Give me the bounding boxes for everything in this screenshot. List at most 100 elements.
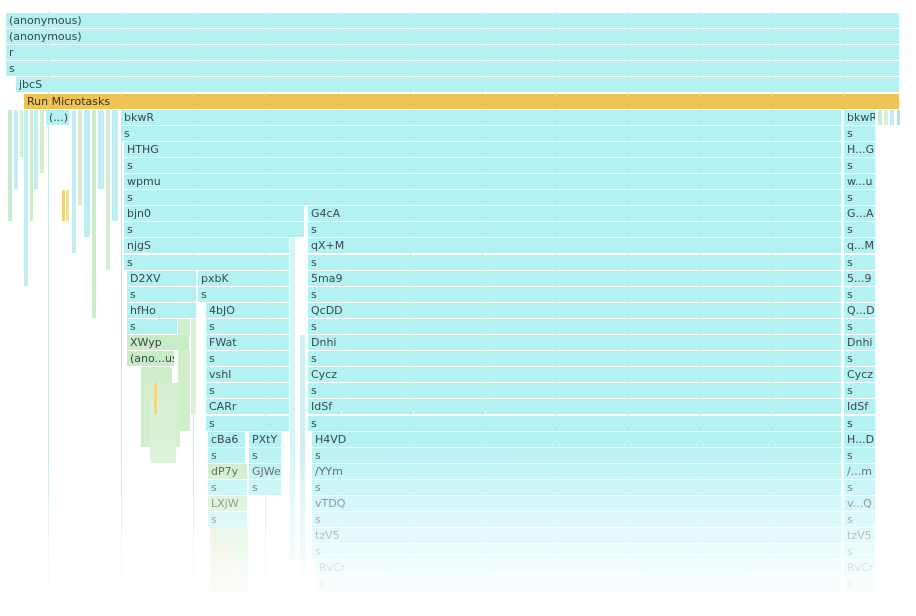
flame-frame[interactable]: s [844, 383, 876, 399]
call-sliver[interactable] [40, 109, 44, 173]
flame-frame[interactable]: qX+M [308, 238, 842, 254]
flame-frame[interactable]: Q...D [844, 302, 876, 318]
flame-frame[interactable]: s [312, 512, 842, 528]
flame-frame[interactable]: RvCr [316, 560, 842, 576]
call-sliver[interactable] [78, 109, 82, 206]
flame-frame[interactable]: bkwR [844, 109, 876, 125]
call-sliver[interactable] [8, 109, 12, 222]
flame-frame[interactable]: s [127, 286, 197, 302]
flame-frame[interactable]: IdSf [308, 399, 842, 415]
flame-frame[interactable]: s [6, 61, 900, 77]
flame-frame[interactable]: 5ma9 [308, 270, 842, 286]
call-sliver[interactable] [290, 238, 295, 560]
flame-frame[interactable]: s [249, 479, 282, 495]
flame-frame[interactable]: (...) [46, 109, 70, 125]
call-sliver[interactable] [98, 109, 104, 190]
call-sliver[interactable] [84, 109, 90, 238]
flame-frame[interactable]: FWat [206, 335, 290, 350]
flame-frame[interactable]: 4bJO [206, 302, 290, 318]
call-sliver[interactable] [14, 109, 18, 190]
flame-frame[interactable]: GJWe [249, 463, 282, 479]
flame-frame[interactable]: s [844, 415, 876, 431]
flame-frame[interactable]: s [127, 318, 178, 334]
flame-frame[interactable]: HTHG [124, 141, 842, 157]
flame-frame[interactable]: G4cA [308, 206, 842, 222]
flame-frame[interactable]: s [206, 383, 290, 399]
flame-frame[interactable]: s [121, 125, 842, 141]
flame-frame[interactable]: s [208, 447, 246, 463]
flame-frame[interactable]: pxbK [198, 270, 290, 286]
flame-frame[interactable]: s [844, 157, 876, 173]
flame-frame[interactable]: s [206, 415, 290, 431]
flame-frame[interactable]: s [308, 351, 842, 367]
flame-frame[interactable]: v...Q [844, 496, 876, 511]
call-sliver[interactable] [232, 560, 236, 592]
flame-frame[interactable]: 5...9 [844, 270, 876, 286]
flame-frame[interactable]: s [844, 447, 876, 463]
flame-frame[interactable]: s [844, 222, 876, 238]
flame-frame[interactable]: G...A [844, 206, 876, 222]
flame-frame[interactable]: bkwR [121, 109, 842, 125]
flame-frame[interactable]: s [124, 157, 842, 173]
flame-frame[interactable]: bjn0 [124, 206, 305, 222]
call-sliver[interactable] [62, 190, 65, 222]
flame-frame[interactable]: s [308, 415, 842, 431]
flame-frame[interactable]: s [249, 447, 282, 463]
flame-frame[interactable]: s [308, 222, 842, 238]
flame-frame[interactable]: IdSf [844, 399, 876, 415]
call-sliver[interactable] [24, 109, 28, 286]
flame-frame[interactable]: s [308, 318, 842, 334]
call-sliver[interactable] [154, 383, 157, 415]
flame-frame[interactable]: s [124, 222, 305, 238]
flame-frame[interactable]: s [316, 576, 842, 592]
flame-frame[interactable]: (ano...us) [127, 351, 175, 367]
flame-frame[interactable]: /YYm [312, 463, 842, 479]
flame-frame[interactable]: s [308, 286, 842, 302]
call-sliver[interactable] [890, 109, 894, 125]
call-sliver[interactable] [878, 109, 882, 125]
flame-frame[interactable]: /...m [844, 463, 876, 479]
flame-frame[interactable]: s [308, 254, 842, 270]
flame-frame[interactable]: s [844, 351, 876, 367]
call-sliver[interactable] [20, 109, 23, 157]
flame-frame[interactable]: Cycz [308, 367, 842, 383]
flame-frame[interactable]: Dnhi [308, 335, 842, 350]
call-sliver[interactable] [66, 190, 69, 222]
flame-frame[interactable]: PXtY [249, 431, 282, 447]
flame-frame[interactable]: s [124, 254, 290, 270]
flame-frame[interactable]: s [844, 576, 876, 592]
flame-frame[interactable]: r [6, 45, 900, 61]
flame-frame[interactable]: s [206, 351, 290, 367]
flame-frame[interactable]: s [844, 190, 876, 206]
call-sliver[interactable] [222, 544, 226, 592]
flame-frame[interactable]: Dnhi [844, 335, 876, 350]
flame-frame[interactable]: s [312, 447, 842, 463]
flame-frame[interactable]: s [206, 318, 290, 334]
run-microtasks-frame[interactable]: Run Microtasks [24, 93, 900, 109]
call-sliver[interactable] [92, 109, 96, 318]
flame-frame[interactable]: s [844, 125, 876, 141]
call-sliver[interactable] [34, 109, 38, 190]
flame-frame[interactable]: (anonymous) [6, 13, 900, 28]
flame-frame[interactable]: vshl [206, 367, 290, 383]
flame-frame[interactable]: hfHo [127, 302, 197, 318]
flame-frame[interactable]: s [844, 286, 876, 302]
flame-frame[interactable]: s [844, 479, 876, 495]
flame-frame[interactable]: tzV5 [312, 528, 842, 544]
flame-frame[interactable]: wpmu [124, 174, 842, 189]
call-sliver[interactable] [72, 109, 76, 254]
flame-frame[interactable]: Cycz [844, 367, 876, 383]
flame-frame[interactable]: RvCr [844, 560, 876, 576]
flame-frame[interactable]: w...u [844, 174, 876, 189]
flame-frame[interactable]: vTDQ [312, 496, 842, 511]
flame-frame[interactable]: s [208, 479, 248, 495]
call-sliver[interactable] [897, 109, 900, 125]
flame-frame[interactable]: s [312, 544, 842, 560]
flame-frame[interactable]: cBa6 [208, 431, 246, 447]
flame-frame[interactable]: (anonymous) [6, 29, 900, 45]
flame-frame[interactable]: s [844, 512, 876, 528]
flame-frame[interactable]: tzV5 [844, 528, 876, 544]
flame-frame[interactable]: s [124, 190, 842, 206]
flame-frame[interactable]: H...G [844, 141, 876, 157]
